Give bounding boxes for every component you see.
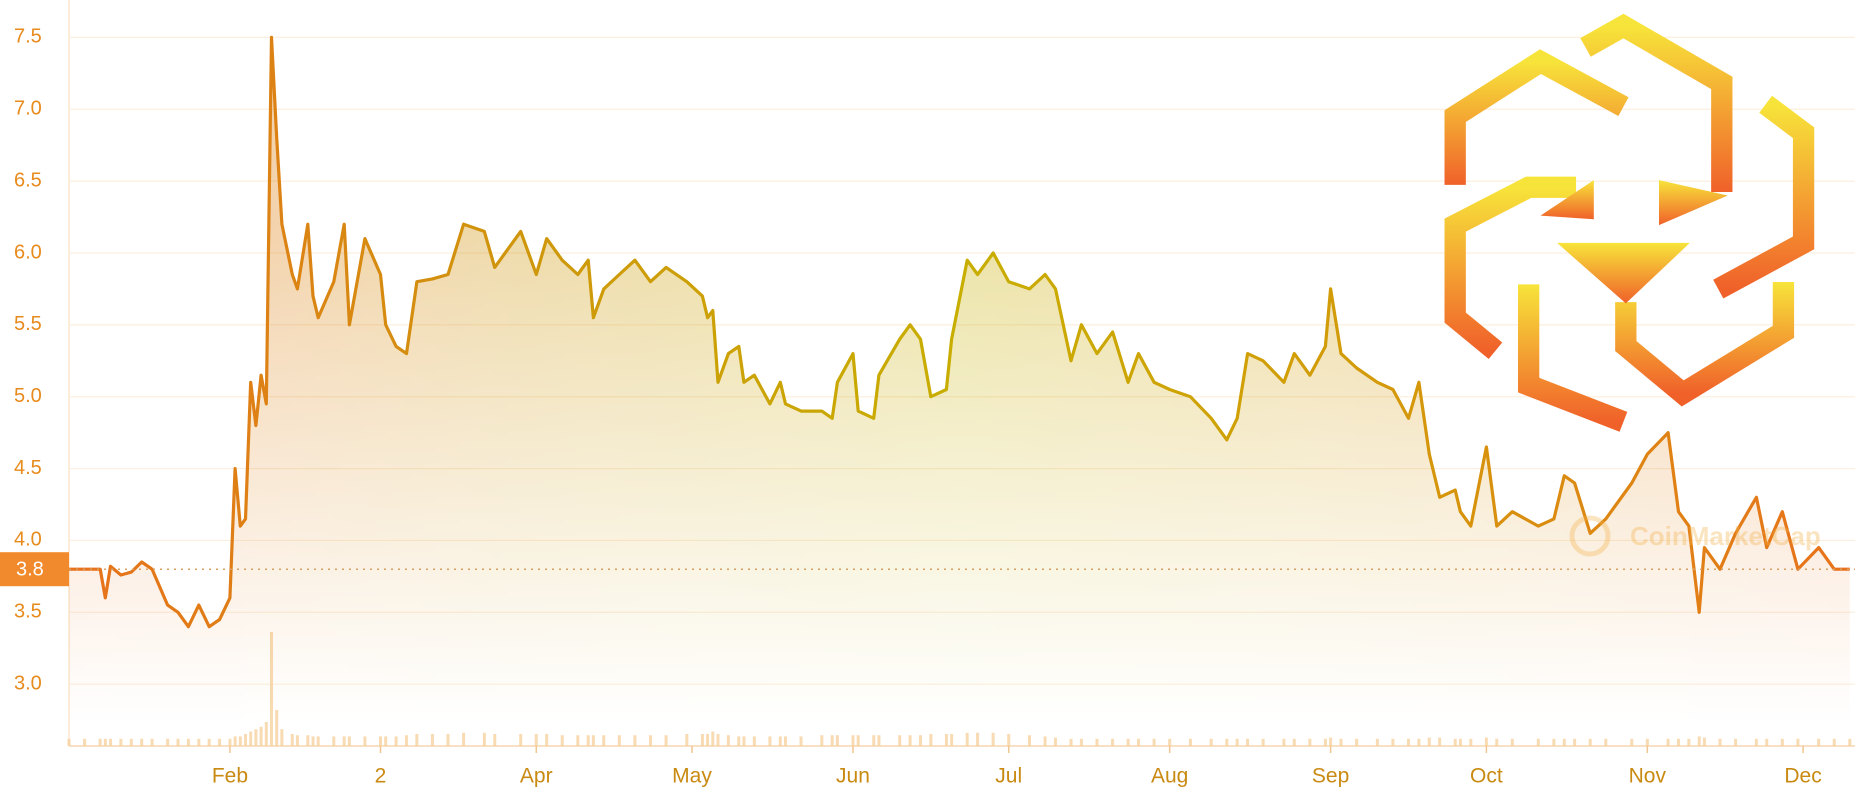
x-tick-label: 2	[375, 765, 387, 788]
logo	[1444, 13, 1815, 432]
watermark-text: CoinMarketCap	[1630, 521, 1821, 551]
y-tick-label: 6.5	[14, 169, 42, 191]
y-tick-label: 6.0	[14, 241, 42, 263]
x-tick-label: May	[672, 765, 712, 788]
y-tick-label: 4.5	[14, 457, 42, 479]
y-tick-label: 4.0	[14, 529, 42, 551]
y-tick-label: 3.0	[14, 672, 42, 694]
x-tick-label: Jun	[836, 765, 870, 788]
logo-funnel	[1557, 242, 1690, 304]
y-tick-label: 5.5	[14, 313, 42, 335]
logo-stroke	[1517, 284, 1628, 432]
x-tick-label: Apr	[520, 765, 553, 788]
x-tick-label: Feb	[212, 765, 248, 788]
price-line	[69, 35, 1850, 629]
y-tick-label: 3.5	[14, 601, 42, 623]
logo-arrow	[1658, 180, 1728, 226]
volume-bar	[1848, 738, 1852, 746]
x-tick-label: Aug	[1151, 765, 1188, 788]
logo-stroke	[1444, 176, 1577, 359]
watermark-icon	[1569, 515, 1611, 557]
logo-stroke	[1444, 49, 1629, 185]
x-tick-label: Oct	[1470, 765, 1503, 788]
plot	[69, 35, 1850, 746]
watermark: CoinMarketCap	[1569, 515, 1821, 557]
y-tick-label: 5.0	[14, 385, 42, 407]
logo-stroke	[1713, 95, 1815, 299]
current-price: 3.8	[0, 552, 1855, 587]
area	[69, 37, 1850, 746]
x-tick-label: Dec	[1784, 765, 1821, 788]
logo-arrow	[1540, 180, 1594, 220]
x-tick-label: Nov	[1629, 765, 1667, 788]
logo-stroke	[1615, 282, 1795, 407]
x-tick-label: Sep	[1312, 765, 1349, 788]
current-price-tag	[0, 552, 69, 587]
x-tick-label: Jul	[995, 765, 1022, 788]
current-price-label: 3.8	[16, 558, 44, 580]
y-tick-label: 7.0	[14, 98, 42, 120]
y-tick-label: 7.5	[14, 26, 42, 48]
logo-stroke	[1580, 13, 1733, 192]
